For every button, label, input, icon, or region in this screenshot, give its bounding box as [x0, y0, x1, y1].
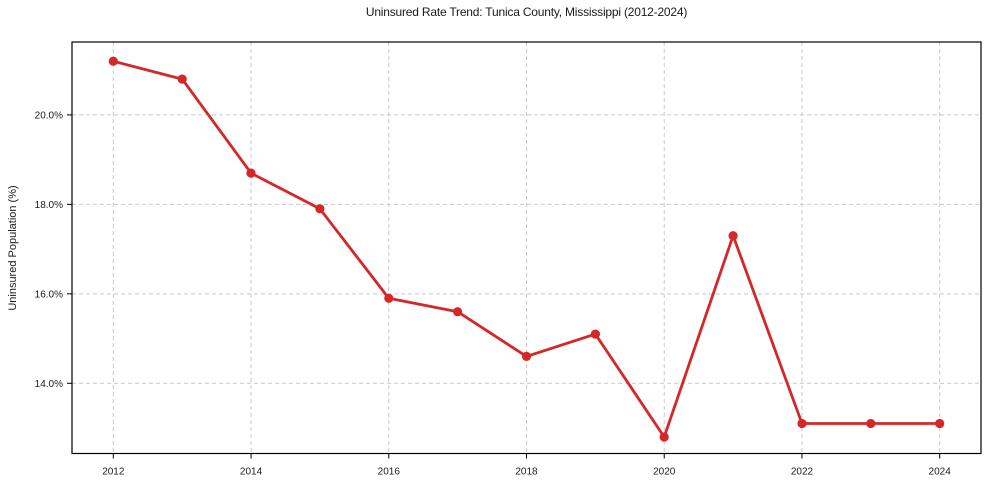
data-point	[246, 168, 256, 178]
chart-title: Uninsured Rate Trend: Tunica County, Mis…	[365, 5, 688, 19]
data-point	[453, 307, 463, 317]
data-point	[177, 74, 187, 84]
data-point	[521, 351, 532, 361]
data-point	[108, 56, 118, 66]
x-tick-label: 2022	[791, 467, 814, 478]
x-tick-label: 2016	[378, 467, 401, 478]
data-point	[935, 418, 945, 429]
data-point	[659, 432, 669, 442]
data-point	[797, 418, 807, 429]
y-axis-label: Uninsured Population (%)	[7, 185, 19, 311]
x-tick-label: 2024	[929, 467, 952, 478]
x-tick-label: 2014	[240, 467, 263, 478]
x-tick-label: 2018	[515, 467, 538, 478]
data-point	[315, 204, 325, 214]
y-tick-label: 14.0%	[35, 379, 63, 390]
data-point	[728, 231, 738, 241]
data-point	[866, 418, 876, 429]
y-tick-label: 18.0%	[35, 200, 63, 211]
x-tick-label: 2020	[653, 467, 676, 478]
x-tick-label: 2012	[102, 467, 125, 478]
data-point	[384, 293, 394, 303]
y-tick-label: 20.0%	[35, 110, 63, 121]
y-tick-label: 16.0%	[35, 289, 63, 300]
data-point	[590, 329, 601, 339]
